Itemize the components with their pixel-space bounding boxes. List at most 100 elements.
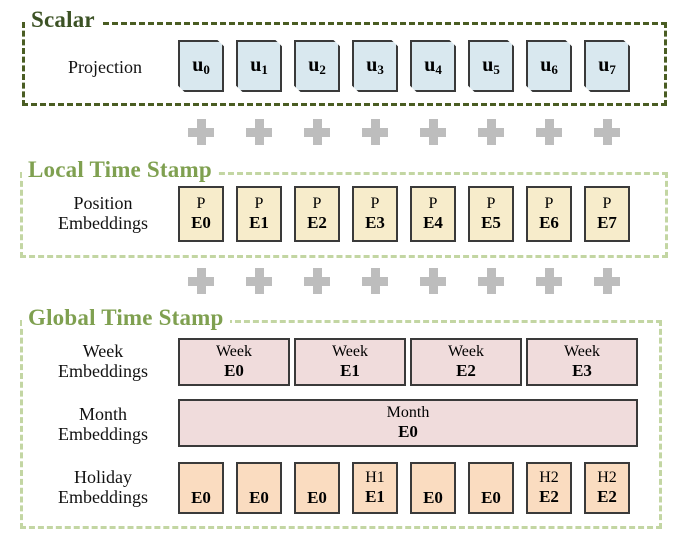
plus-icon [478,268,504,294]
holiday-embedding-cell: E0 [410,462,456,514]
holiday-embeddings-row-label: Holiday Embeddings [58,467,148,508]
plus-icon [536,268,562,294]
position-cell-line1: P [254,195,264,213]
projection-row-label: Projection [68,57,142,77]
week-cell-line1: Week [215,343,253,361]
position-cell-line2: E5 [481,212,501,232]
position-cell-line2: E7 [597,212,617,232]
week-embedding-cell: Week E0 [178,338,290,386]
position-embedding-cell: P E5 [468,186,514,242]
plus-icon [478,119,504,145]
week-cell-line1: Week [331,343,369,361]
projection-cell-label: u3 [366,54,384,78]
week-embedding-cell: Week E1 [294,338,406,386]
position-cell-line2: E6 [539,212,559,232]
position-cell-line1: P [370,195,380,213]
holiday-cell-line2: E0 [191,488,211,508]
projection-cell-label: u0 [192,54,210,78]
plus-icon [304,268,330,294]
holiday-cell-line1: H2 [539,469,559,487]
holiday-cell-line1: H1 [365,469,385,487]
holiday-cell-line2: E0 [249,488,269,508]
position-embedding-cell: P E2 [294,186,340,242]
holiday-embedding-cell: H2 E2 [584,462,630,514]
plus-icon [246,119,272,145]
month-embeddings-row-label: Month Embeddings [58,404,148,445]
week-cell-line2: E3 [572,360,592,380]
week-cell-line2: E0 [224,360,244,380]
week-cell-line2: E2 [456,360,476,380]
holiday-embedding-cell: E0 [236,462,282,514]
projection-cell-label: u2 [308,54,326,78]
projection-cell: u2 [294,40,340,92]
plus-icon [362,119,388,145]
holiday-embedding-cell: H1 E1 [352,462,398,514]
projection-cell: u1 [236,40,282,92]
week-cell-line1: Week [563,343,601,361]
week-embedding-cell: Week E2 [410,338,522,386]
plus-icon [536,119,562,145]
week-cell-line1: Week [447,343,485,361]
scalar-section-frame [22,22,667,106]
holiday-cell-line2: E0 [481,488,501,508]
projection-cell: u4 [410,40,456,92]
projection-cell: u5 [468,40,514,92]
projection-cell-label: u5 [482,54,500,78]
position-cell-line2: E1 [249,212,269,232]
projection-cell-label: u7 [598,54,616,78]
position-cell-line1: P [602,195,612,213]
position-embedding-cell: P E1 [236,186,282,242]
week-cell-line2: E1 [340,360,360,380]
holiday-cell-line2: E2 [539,486,559,506]
holiday-cell-line2: E0 [423,488,443,508]
plus-icon [362,268,388,294]
plus-icon [304,119,330,145]
holiday-embedding-cell: H2 E2 [526,462,572,514]
position-embeddings-row-label: Position Embeddings [58,193,148,234]
plus-icon [420,268,446,294]
plus-icon [594,268,620,294]
position-embedding-cell: P E0 [178,186,224,242]
position-cell-line1: P [486,195,496,213]
position-cell-line1: P [196,195,206,213]
position-cell-line2: E0 [191,212,211,232]
position-cell-line1: P [312,195,322,213]
plus-icon [420,119,446,145]
holiday-embedding-cell: E0 [468,462,514,514]
projection-cell-label: u4 [424,54,442,78]
position-cell-line2: E3 [365,212,385,232]
position-embedding-cell: P E4 [410,186,456,242]
projection-cell: u6 [526,40,572,92]
holiday-embedding-cell: E0 [294,462,340,514]
projection-cell: u7 [584,40,630,92]
scalar-section-title: Scalar [25,8,101,31]
plus-icon [594,119,620,145]
week-embedding-cell: Week E3 [526,338,638,386]
projection-cell-label: u1 [250,54,268,78]
plus-icon [188,119,214,145]
position-cell-line1: P [544,195,554,213]
month-cell-line2: E0 [398,421,418,441]
plus-icon [246,268,272,294]
global-time-stamp-section-frame [20,320,662,529]
holiday-embedding-cell: E0 [178,462,224,514]
global-time-stamp-section-title: Global Time Stamp [22,306,230,329]
projection-cell: u3 [352,40,398,92]
projection-cell-label: u6 [540,54,558,78]
holiday-cell-line1: H2 [597,469,617,487]
holiday-cell-line2: E0 [307,488,327,508]
week-embeddings-row-label: Week Embeddings [58,341,148,382]
month-cell-line1: Month [386,404,430,422]
position-embedding-cell: P E3 [352,186,398,242]
holiday-cell-line2: E2 [597,486,617,506]
local-time-stamp-section-title: Local Time Stamp [22,158,218,181]
position-embedding-cell: P E7 [584,186,630,242]
holiday-cell-line2: E1 [365,486,385,506]
position-embedding-cell: P E6 [526,186,572,242]
position-cell-line2: E4 [423,212,443,232]
plus-icon [188,268,214,294]
local-time-stamp-section-frame [20,172,668,258]
month-embedding-cell: Month E0 [178,399,638,447]
position-cell-line1: P [428,195,438,213]
